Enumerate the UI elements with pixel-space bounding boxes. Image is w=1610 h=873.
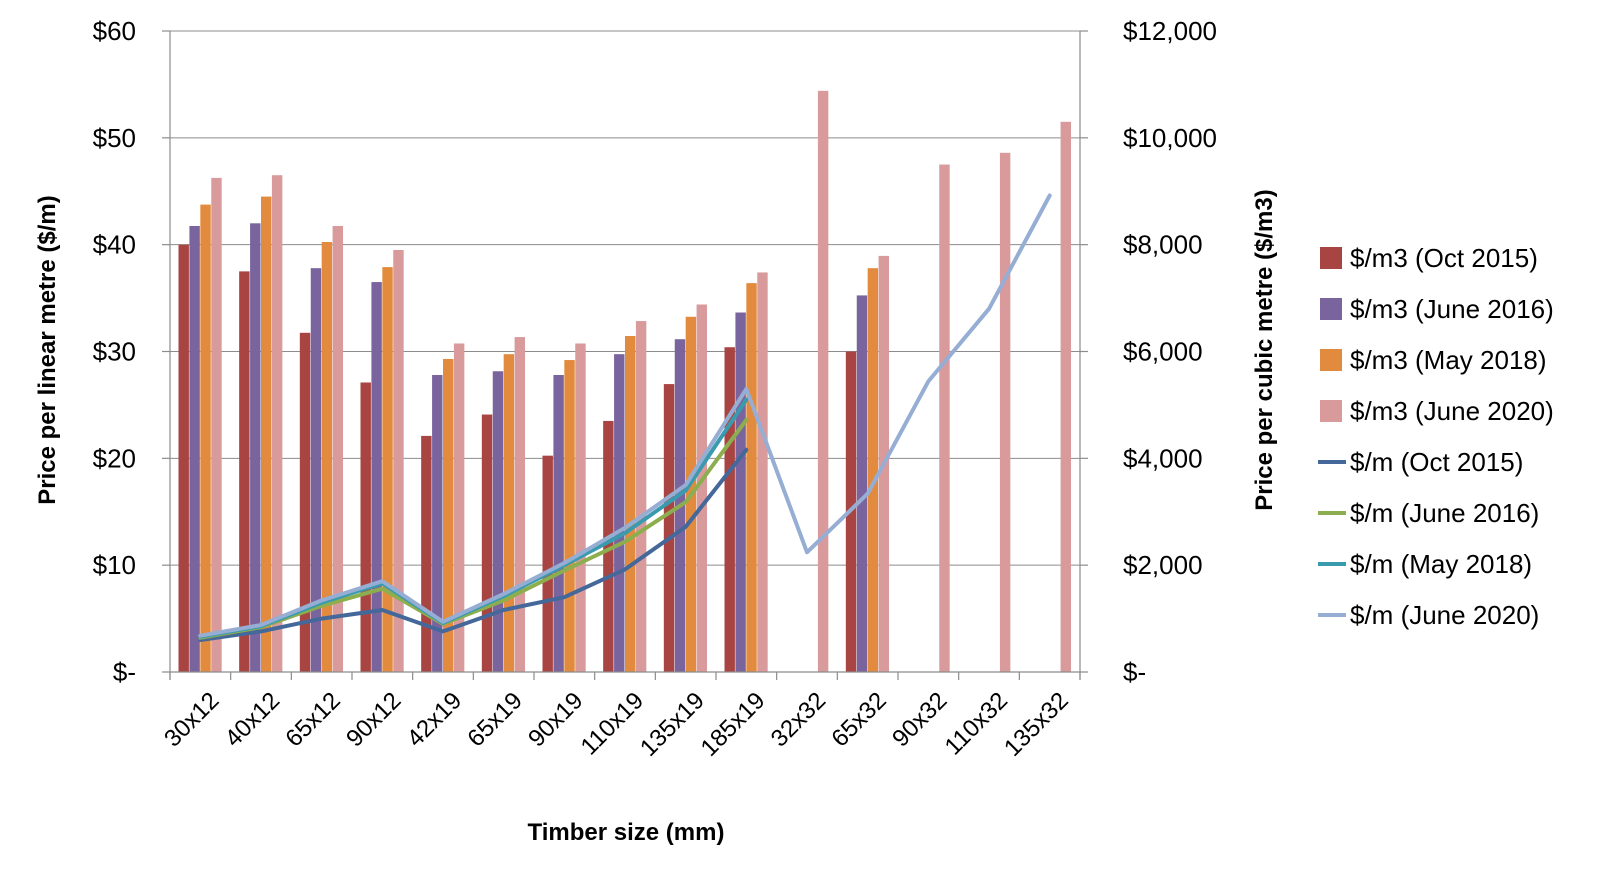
bar xyxy=(360,382,371,672)
bar xyxy=(939,164,950,672)
bar xyxy=(575,343,586,672)
y-tick-label: $50 xyxy=(93,123,136,153)
bar xyxy=(542,455,553,672)
x-tick-label: 65x19 xyxy=(462,687,527,752)
y2-tick-label: $2,000 xyxy=(1123,550,1203,580)
bar xyxy=(564,360,575,672)
bar xyxy=(503,354,515,672)
bar xyxy=(189,225,200,673)
legend-label: $/m3 (May 2018) xyxy=(1350,345,1547,375)
x-axis-title: Timber size (mm) xyxy=(528,819,725,846)
category-axis-labels: 30x1240x1265x1290x1242x1965x1990x19110x1… xyxy=(159,687,1074,762)
x-tick-label: 65x12 xyxy=(280,687,345,752)
bar xyxy=(735,312,746,672)
right-axis-ticks: $- $2,000 $4,000 $6,000 $8,000 $10,000 $12,000 xyxy=(1123,16,1217,687)
legend-swatch xyxy=(1320,298,1342,320)
bar xyxy=(271,175,283,672)
bar xyxy=(492,371,504,672)
y-tick-label: $40 xyxy=(93,230,136,260)
bar xyxy=(393,250,404,672)
x-tick-label: 110x19 xyxy=(576,687,650,761)
bar xyxy=(371,282,382,672)
x-tick-label: 65x32 xyxy=(826,687,891,752)
legend-swatch xyxy=(1320,400,1342,422)
y-tick-label: $- xyxy=(113,657,136,687)
bar xyxy=(443,358,454,672)
bar xyxy=(817,90,829,673)
axes xyxy=(162,30,1088,680)
bar xyxy=(867,268,879,672)
legend: $/m3 (Oct 2015) $/m3 (June 2016) $/m3 (May… xyxy=(1318,243,1554,630)
bar xyxy=(421,435,432,672)
bar xyxy=(321,241,333,672)
x-tick-label: 135x32 xyxy=(999,687,1074,762)
bar-series-group xyxy=(178,90,1072,673)
bar xyxy=(332,225,344,673)
legend-swatch xyxy=(1320,349,1342,371)
x-tick-label: 110x32 xyxy=(940,687,1014,761)
bar xyxy=(239,271,250,672)
bar xyxy=(603,420,614,672)
legend-label: $/m3 (June 2020) xyxy=(1350,396,1554,426)
bar xyxy=(514,337,526,672)
legend-label: $/m (June 2016) xyxy=(1350,498,1539,528)
y-tick-label: $10 xyxy=(93,550,136,580)
bar xyxy=(635,321,647,672)
bar xyxy=(757,272,768,672)
bar xyxy=(453,343,465,672)
bar xyxy=(999,152,1011,673)
bar xyxy=(310,268,322,672)
y-tick-label: $60 xyxy=(93,16,136,46)
bar xyxy=(614,354,625,672)
left-axis-ticks: $- $10 $20 $30 $40 $50 $60 xyxy=(93,16,136,687)
x-tick-label: 185x19 xyxy=(696,687,771,762)
bar xyxy=(250,223,261,673)
bar xyxy=(625,336,636,672)
legend-swatch xyxy=(1320,247,1342,269)
x-tick-label: 42x19 xyxy=(402,687,467,752)
bar xyxy=(746,283,757,672)
y2-tick-label: $- xyxy=(1123,657,1146,687)
bar xyxy=(553,375,564,672)
y2-tick-label: $10,000 xyxy=(1123,123,1217,153)
x-tick-label: 135x19 xyxy=(635,687,710,762)
bar xyxy=(200,204,211,672)
bar xyxy=(1060,121,1072,672)
bar xyxy=(663,384,675,672)
legend-label: $/m3 (Oct 2015) xyxy=(1350,243,1538,273)
y2-axis-title: Price per cubic metre ($/m3) xyxy=(1251,189,1278,510)
x-tick-label: 32x32 xyxy=(766,687,831,752)
bar xyxy=(481,414,493,672)
line-series-group xyxy=(198,193,1052,642)
legend-label: $/m (Oct 2015) xyxy=(1350,447,1523,477)
bar xyxy=(724,347,735,672)
bar xyxy=(382,267,393,672)
bar xyxy=(261,196,272,672)
y-tick-label: $20 xyxy=(93,443,136,473)
bar xyxy=(856,295,868,672)
bar xyxy=(696,304,708,672)
y-axis-title: Price per linear metre ($/m) xyxy=(34,195,61,504)
x-tick-label: 40x12 xyxy=(220,687,285,752)
bar xyxy=(432,375,443,672)
bar xyxy=(299,332,311,672)
x-tick-label: 90x12 xyxy=(341,687,406,752)
bar xyxy=(178,244,189,672)
legend-label: $/m (June 2020) xyxy=(1350,600,1539,630)
legend-label: $/m3 (June 2016) xyxy=(1350,294,1554,324)
y2-tick-label: $6,000 xyxy=(1123,337,1203,367)
x-tick-label: 30x12 xyxy=(159,687,224,752)
series-line xyxy=(198,193,1052,638)
y-tick-label: $30 xyxy=(93,337,136,367)
legend-label: $/m (May 2018) xyxy=(1350,549,1532,579)
series-line xyxy=(198,447,749,642)
bar xyxy=(211,177,222,673)
y2-tick-label: $8,000 xyxy=(1123,230,1203,260)
y2-tick-label: $12,000 xyxy=(1123,16,1217,46)
y2-tick-label: $4,000 xyxy=(1123,443,1203,473)
